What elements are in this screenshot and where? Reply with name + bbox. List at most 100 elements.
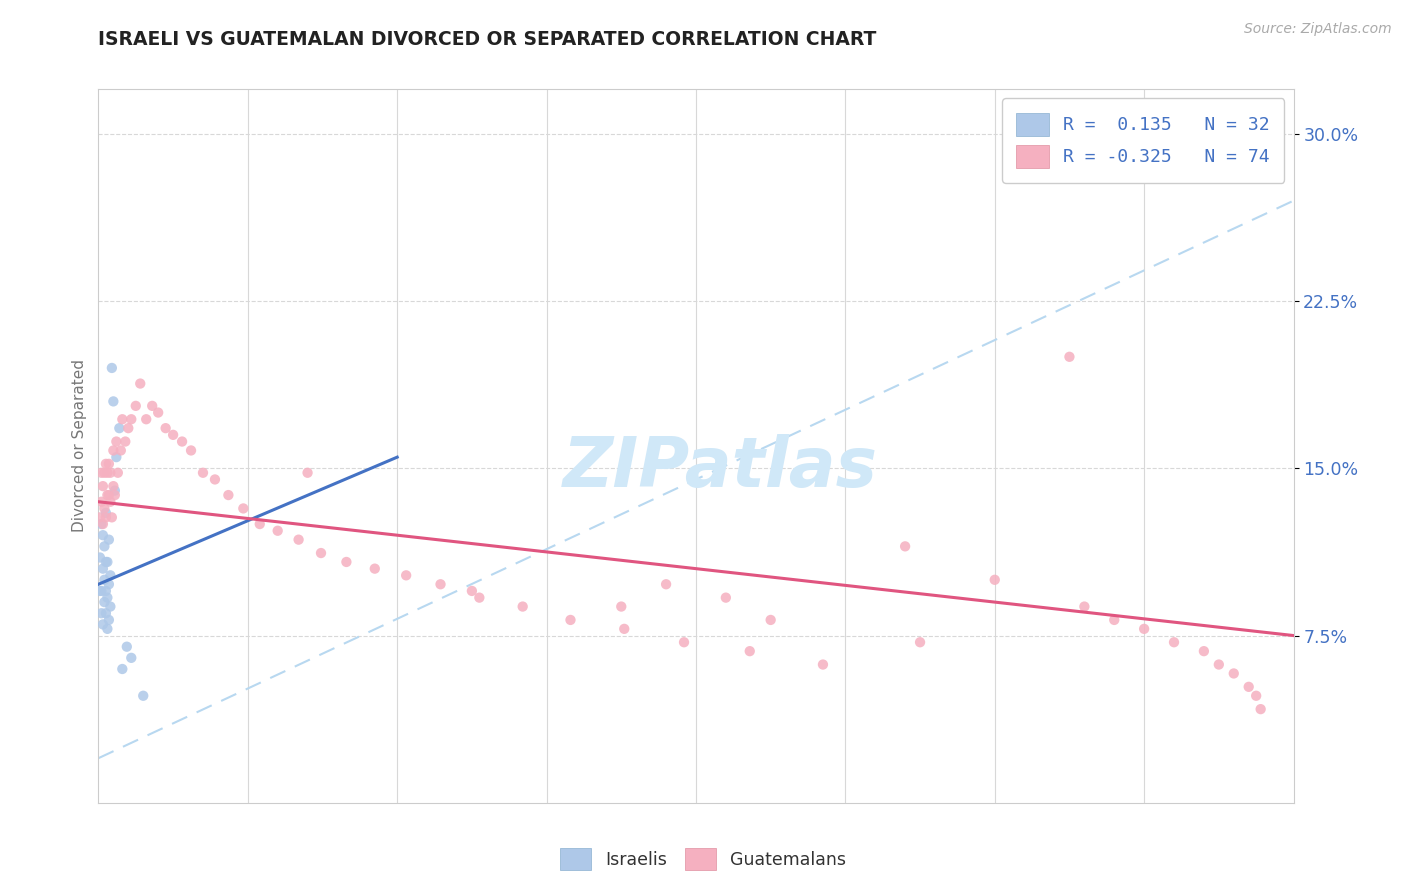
Point <box>908 635 931 649</box>
Point <box>97 577 120 591</box>
Point <box>1237 680 1260 694</box>
Point <box>105 434 128 449</box>
Point <box>560 613 582 627</box>
Point <box>364 562 387 576</box>
Point <box>104 483 127 498</box>
Point <box>93 539 115 553</box>
Point <box>91 562 114 576</box>
Point <box>91 528 114 542</box>
Point <box>1073 599 1095 614</box>
Point <box>93 573 115 587</box>
Point <box>655 577 678 591</box>
Point <box>429 577 451 591</box>
Point <box>107 466 129 480</box>
Point <box>1192 644 1215 658</box>
Point <box>98 599 122 614</box>
Point <box>97 488 120 502</box>
Point <box>89 510 111 524</box>
Point <box>232 501 254 516</box>
Point <box>811 657 834 672</box>
Point <box>610 599 633 614</box>
Point <box>103 479 125 493</box>
Text: ISRAELI VS GUATEMALAN DIVORCED OR SEPARATED CORRELATION CHART: ISRAELI VS GUATEMALAN DIVORCED OR SEPARA… <box>98 30 877 49</box>
Point <box>249 517 271 532</box>
Point <box>89 550 111 565</box>
Point <box>110 443 132 458</box>
Point <box>93 501 115 516</box>
Point <box>111 662 134 676</box>
Point <box>90 517 112 532</box>
Point <box>108 421 131 435</box>
Point <box>114 434 136 449</box>
Point <box>103 394 125 409</box>
Point <box>141 399 163 413</box>
Point <box>335 555 357 569</box>
Point <box>613 622 636 636</box>
Point <box>297 466 319 480</box>
Point <box>309 546 332 560</box>
Point <box>1133 622 1156 636</box>
Point <box>983 573 1005 587</box>
Point <box>162 427 184 442</box>
Legend: Israelis, Guatemalans: Israelis, Guatemalans <box>551 839 855 879</box>
Point <box>93 466 115 480</box>
Point <box>94 555 117 569</box>
Point <box>135 412 157 426</box>
Point <box>172 434 194 449</box>
Point <box>90 607 112 621</box>
Point <box>91 517 114 532</box>
Point <box>97 457 120 471</box>
Point <box>191 466 214 480</box>
Legend: R =  0.135   N = 32, R = -0.325   N = 74: R = 0.135 N = 32, R = -0.325 N = 74 <box>1002 98 1285 183</box>
Point <box>125 399 148 413</box>
Point <box>90 494 112 508</box>
Point <box>91 479 114 493</box>
Point <box>1163 635 1185 649</box>
Point <box>93 595 115 609</box>
Point <box>673 635 696 649</box>
Point <box>97 613 120 627</box>
Point <box>117 421 139 435</box>
Point <box>738 644 761 658</box>
Point <box>94 583 117 598</box>
Point <box>94 607 117 621</box>
Point <box>91 617 114 632</box>
Point <box>101 360 124 375</box>
Point <box>120 651 142 665</box>
Point <box>1244 689 1267 703</box>
Text: Source: ZipAtlas.com: Source: ZipAtlas.com <box>1244 22 1392 37</box>
Point <box>1250 702 1272 716</box>
Point <box>217 488 239 502</box>
Point <box>1104 613 1126 627</box>
Point <box>512 599 534 614</box>
Point <box>103 443 125 458</box>
Point <box>714 591 737 605</box>
Point <box>148 405 170 420</box>
Point <box>105 450 128 465</box>
Point <box>894 539 917 553</box>
Point <box>287 533 309 547</box>
Point <box>89 583 111 598</box>
Text: ZIPatlas: ZIPatlas <box>562 434 877 501</box>
Point <box>96 622 118 636</box>
Point <box>1223 666 1246 681</box>
Point <box>98 568 122 582</box>
Point <box>111 412 134 426</box>
Point <box>468 591 491 605</box>
Point <box>97 533 120 547</box>
Point <box>90 466 112 480</box>
Point <box>96 488 118 502</box>
Point <box>129 376 152 391</box>
Point <box>94 506 117 520</box>
Point <box>132 689 155 703</box>
Point <box>115 640 138 654</box>
Point <box>1059 350 1081 364</box>
Point <box>96 591 118 605</box>
Point <box>1208 657 1230 672</box>
Point <box>759 613 782 627</box>
Point <box>155 421 177 435</box>
Point <box>101 510 124 524</box>
Point <box>96 555 118 569</box>
Point <box>267 524 290 538</box>
Point <box>120 412 142 426</box>
